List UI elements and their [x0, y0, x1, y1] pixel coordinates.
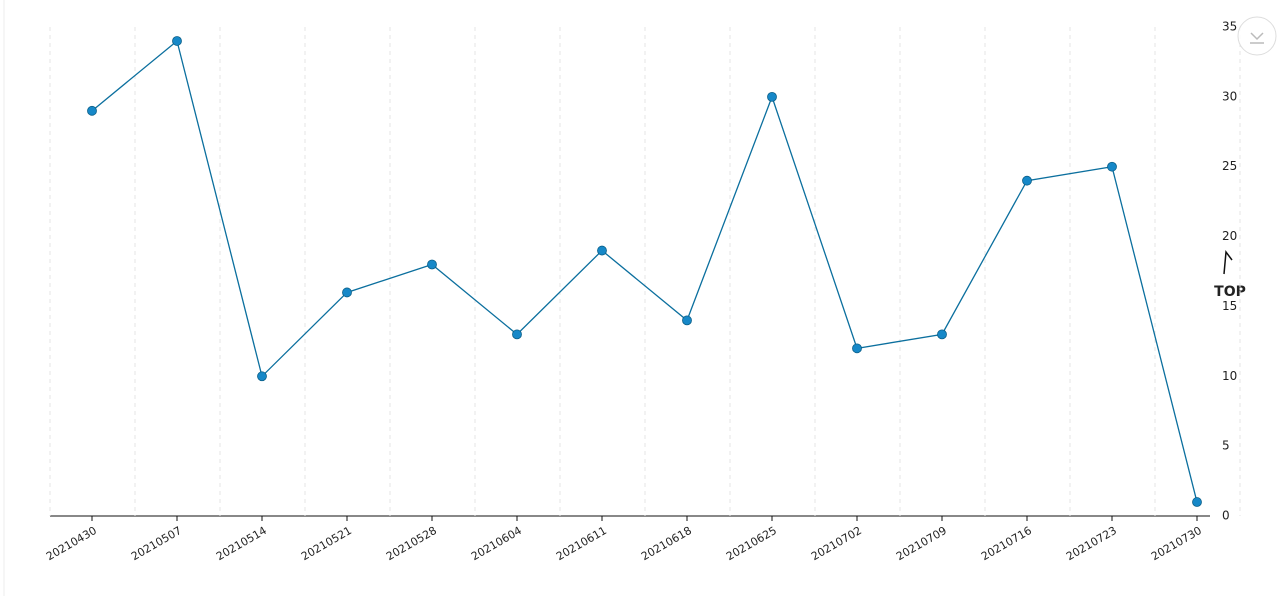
point	[427, 259, 437, 270]
x-tick-label: 20210730	[1149, 524, 1204, 563]
point	[597, 245, 607, 256]
x-tick-label: 20210702	[809, 524, 864, 563]
x-tick-label: 20210625	[724, 524, 779, 563]
menu-icon	[1250, 32, 1264, 44]
point	[767, 91, 777, 102]
x-tick-label: 20210507	[129, 524, 184, 563]
x-tick-label: 20210514	[214, 524, 269, 563]
y-tick-label: 25	[1222, 159, 1237, 173]
y-tick-label: 10	[1222, 369, 1237, 383]
x-tick-label: 20210716	[979, 524, 1034, 563]
y-tick-label: 20	[1222, 229, 1237, 243]
point	[1107, 161, 1117, 172]
menu-button[interactable]	[1237, 16, 1277, 56]
x-tick-label: 20210611	[554, 524, 609, 563]
point	[172, 36, 182, 46]
top-label[interactable]: TOP	[1214, 284, 1246, 300]
x-tick-label: 20210709	[894, 524, 949, 563]
y-tick-label: 30	[1222, 89, 1237, 103]
point	[257, 371, 267, 382]
y-tick-label: 35	[1222, 20, 1237, 34]
point	[1192, 497, 1202, 507]
point	[1022, 175, 1032, 186]
x-tick-label: 20210723	[1064, 524, 1119, 563]
top-arrow	[1223, 249, 1233, 275]
point	[87, 105, 97, 116]
x-tick-label: 20210430	[44, 524, 99, 563]
point	[512, 329, 522, 340]
x-tick-label: 20210528	[384, 524, 439, 563]
point	[852, 343, 862, 354]
y-tick-label: 5	[1222, 439, 1230, 453]
y-tick-label: 15	[1222, 299, 1237, 313]
x-tick-label: 20210521	[299, 524, 354, 563]
top-button[interactable]: TOP	[1214, 249, 1246, 300]
x-tick-label: 20210618	[639, 524, 694, 563]
x-tick-label: 20210604	[469, 524, 524, 563]
point	[682, 315, 692, 326]
y-tick-label: 0	[1222, 509, 1230, 523]
point	[937, 329, 947, 340]
point	[342, 287, 352, 298]
line	[91, 39, 1198, 503]
